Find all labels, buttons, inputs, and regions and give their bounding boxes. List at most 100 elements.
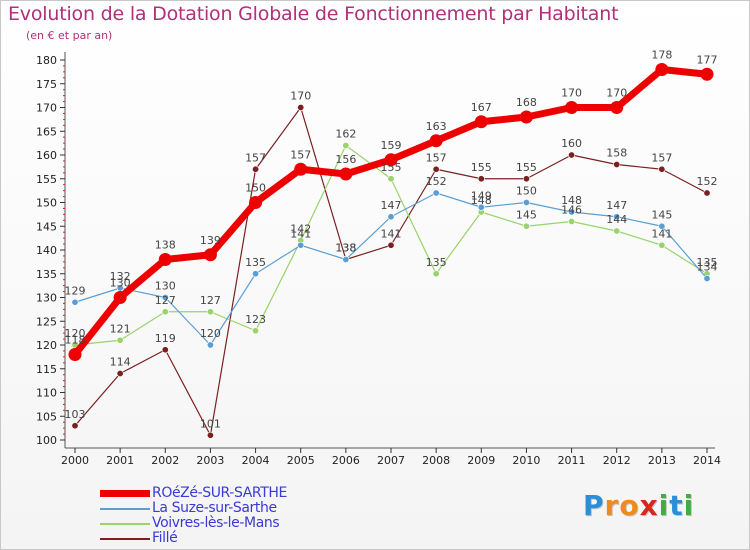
y-minor-tick bbox=[63, 267, 65, 269]
y-minor-tick bbox=[63, 374, 65, 376]
y-minor-tick bbox=[63, 213, 65, 215]
data-label: 120 bbox=[65, 327, 86, 340]
legend-swatch bbox=[100, 538, 150, 540]
data-label: 162 bbox=[335, 128, 356, 141]
y-minor-tick bbox=[63, 172, 65, 174]
y-minor-tick bbox=[63, 350, 65, 352]
y-minor-tick bbox=[63, 291, 65, 293]
data-point bbox=[297, 104, 305, 112]
data-point bbox=[387, 213, 395, 221]
x-tick-label: 2000 bbox=[61, 454, 89, 467]
data-point bbox=[161, 308, 169, 316]
y-minor-tick bbox=[63, 380, 65, 382]
y-tick-label: 145 bbox=[36, 220, 57, 233]
data-point bbox=[387, 175, 395, 183]
legend-swatch bbox=[100, 523, 150, 525]
y-minor-tick bbox=[63, 196, 65, 198]
data-point bbox=[71, 422, 79, 430]
y-tick-label: 120 bbox=[36, 339, 57, 352]
chart-subtitle: (en € et par an) bbox=[26, 29, 113, 42]
x-tick-label: 2002 bbox=[151, 454, 179, 467]
data-label: 129 bbox=[65, 284, 86, 297]
data-point bbox=[568, 218, 576, 226]
data-label: 114 bbox=[110, 356, 131, 369]
y-minor-tick bbox=[63, 112, 65, 114]
y-tick-label: 130 bbox=[36, 292, 57, 305]
x-tick-label: 2010 bbox=[512, 454, 540, 467]
x-tick-label: 2008 bbox=[422, 454, 450, 467]
legend-label: Fillé bbox=[152, 530, 178, 546]
y-tick-label: 160 bbox=[36, 149, 57, 162]
data-label: 159 bbox=[381, 139, 402, 152]
data-point bbox=[522, 175, 530, 183]
data-label: 146 bbox=[561, 204, 582, 217]
data-label: 155 bbox=[381, 161, 402, 174]
y-minor-tick bbox=[63, 190, 65, 192]
data-label: 120 bbox=[200, 327, 221, 340]
data-label: 178 bbox=[651, 49, 672, 62]
x-tick-label: 2013 bbox=[648, 454, 676, 467]
y-minor-tick bbox=[63, 89, 65, 91]
y-minor-tick bbox=[63, 71, 65, 73]
data-label: 163 bbox=[426, 120, 447, 133]
data-label: 135 bbox=[426, 256, 447, 269]
data-point bbox=[432, 189, 440, 197]
data-point bbox=[113, 291, 127, 304]
data-point bbox=[252, 327, 260, 335]
data-point bbox=[161, 346, 169, 354]
y-minor-tick bbox=[63, 118, 65, 120]
data-point bbox=[522, 199, 530, 207]
data-label: 150 bbox=[245, 182, 266, 195]
y-minor-tick bbox=[63, 397, 65, 399]
y-tick-label: 165 bbox=[36, 125, 57, 138]
data-label: 135 bbox=[697, 256, 718, 269]
y-minor-tick bbox=[63, 166, 65, 168]
y-minor-tick bbox=[63, 403, 65, 405]
data-label: 155 bbox=[516, 161, 537, 174]
legend-swatch bbox=[100, 490, 150, 497]
y-tick-label: 180 bbox=[36, 54, 57, 67]
y-minor-tick bbox=[63, 65, 65, 67]
data-point bbox=[158, 253, 172, 266]
y-minor-tick bbox=[63, 231, 65, 233]
y-minor-tick bbox=[63, 386, 65, 388]
x-tick-label: 2007 bbox=[377, 454, 405, 467]
y-tick-label: 110 bbox=[36, 387, 57, 400]
y-minor-tick bbox=[63, 77, 65, 79]
data-point bbox=[206, 341, 214, 349]
y-minor-tick bbox=[63, 255, 65, 257]
x-tick-label: 2012 bbox=[603, 454, 631, 467]
data-point bbox=[384, 153, 398, 167]
y-minor-tick bbox=[63, 433, 65, 435]
data-point bbox=[116, 336, 124, 344]
x-tick-label: 2006 bbox=[332, 454, 360, 467]
data-label: 167 bbox=[471, 101, 492, 114]
y-minor-tick bbox=[63, 124, 65, 126]
data-label: 157 bbox=[245, 151, 266, 164]
logo-letter: r bbox=[604, 489, 620, 522]
logo-letter: t bbox=[669, 489, 684, 522]
y-minor-tick bbox=[63, 184, 65, 186]
y-minor-tick bbox=[63, 160, 65, 162]
y-minor-tick bbox=[63, 427, 65, 429]
data-point bbox=[613, 161, 621, 169]
data-label: 158 bbox=[606, 147, 627, 160]
y-minor-tick bbox=[63, 409, 65, 411]
y-minor-tick bbox=[63, 243, 65, 245]
data-label: 138 bbox=[155, 239, 176, 252]
data-point bbox=[522, 222, 530, 230]
data-label: 141 bbox=[651, 227, 672, 240]
data-label: 130 bbox=[110, 277, 131, 290]
data-label: 138 bbox=[335, 242, 356, 255]
data-label: 130 bbox=[155, 280, 176, 293]
data-point bbox=[252, 270, 260, 278]
data-label: 118 bbox=[65, 334, 86, 347]
y-minor-tick bbox=[63, 207, 65, 209]
y-minor-tick bbox=[63, 142, 65, 144]
data-point bbox=[342, 255, 350, 263]
data-label: 144 bbox=[606, 213, 627, 226]
data-label: 152 bbox=[697, 175, 718, 188]
logo-letter: P bbox=[583, 489, 605, 522]
y-tick-label: 115 bbox=[36, 363, 57, 376]
y-tick-label: 135 bbox=[36, 268, 57, 281]
